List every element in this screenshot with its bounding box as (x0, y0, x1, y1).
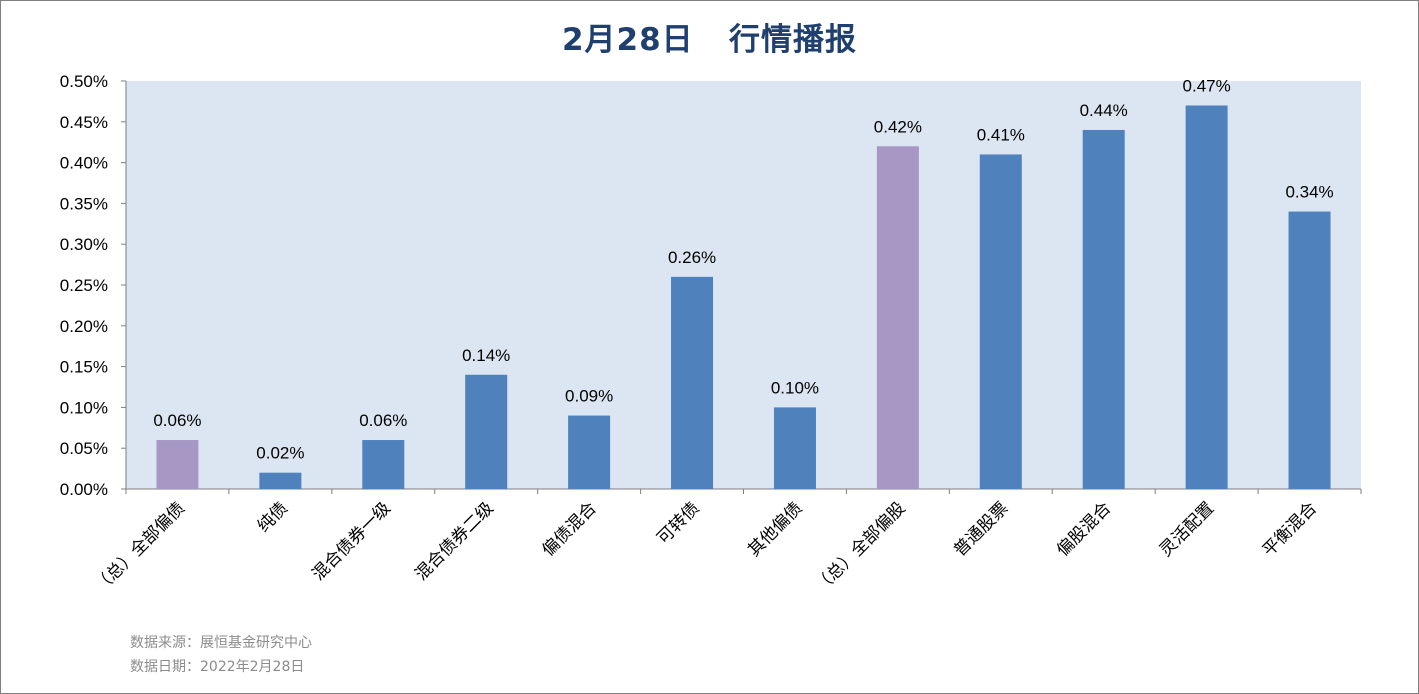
data-label: 0.10% (771, 378, 819, 397)
y-tick-label: 0.40% (60, 154, 108, 173)
y-tick-label: 0.00% (60, 480, 108, 499)
data-label: 0.02% (256, 444, 304, 463)
y-tick-label: 0.15% (60, 358, 108, 377)
footer-date: 数据日期：2022年2月28日 (130, 659, 305, 675)
y-tick-label: 0.10% (60, 398, 108, 417)
data-label: 0.42% (874, 117, 922, 136)
data-label: 0.14% (462, 346, 510, 365)
bar (1185, 105, 1228, 489)
y-tick-label: 0.35% (60, 194, 108, 213)
bar (1288, 211, 1331, 489)
data-label: 0.44% (1080, 101, 1128, 120)
data-label: 0.06% (359, 411, 407, 430)
y-tick-label: 0.50% (60, 72, 108, 91)
y-tick-label: 0.30% (60, 235, 108, 254)
data-label: 0.34% (1285, 183, 1333, 202)
y-tick-label: 0.25% (60, 276, 108, 295)
data-label: 0.47% (1183, 76, 1231, 95)
category-label: 可转债 (653, 498, 703, 548)
bar (465, 374, 508, 489)
data-label: 0.09% (565, 387, 613, 406)
category-label: 普通股票 (950, 498, 1012, 560)
data-label: 0.41% (977, 125, 1025, 144)
category-label: 平衡混合 (1259, 498, 1321, 560)
bar (876, 146, 919, 489)
y-tick-label: 0.05% (60, 439, 108, 458)
category-label: 偏债混合 (538, 498, 600, 560)
bar (773, 407, 816, 489)
category-label: 灵活配置 (1156, 498, 1218, 560)
bar (259, 472, 302, 489)
chart-title: 2月28日 行情播报 (561, 22, 858, 58)
data-label: 0.06% (153, 411, 201, 430)
bar (979, 154, 1022, 489)
y-tick-label: 0.20% (60, 317, 108, 336)
category-label: 其他偏债 (744, 498, 806, 560)
category-label: 混合债券二级 (411, 498, 497, 584)
bar (671, 276, 714, 489)
bar (156, 440, 199, 489)
bar (568, 415, 611, 489)
category-label: 偏股混合 (1053, 498, 1115, 560)
category-label: 混合债券一级 (309, 498, 395, 584)
data-label: 0.26% (668, 248, 716, 267)
bar (1082, 129, 1125, 489)
category-label: （总）全部偏债 (91, 498, 189, 596)
footer-source: 数据来源：展恒基金研究中心 (130, 635, 312, 651)
y-tick-label: 0.45% (60, 113, 108, 132)
category-label: 纯债 (254, 498, 292, 536)
bar (362, 440, 405, 489)
plot-area (126, 81, 1361, 489)
category-label: （总）全部偏股 (811, 498, 909, 596)
